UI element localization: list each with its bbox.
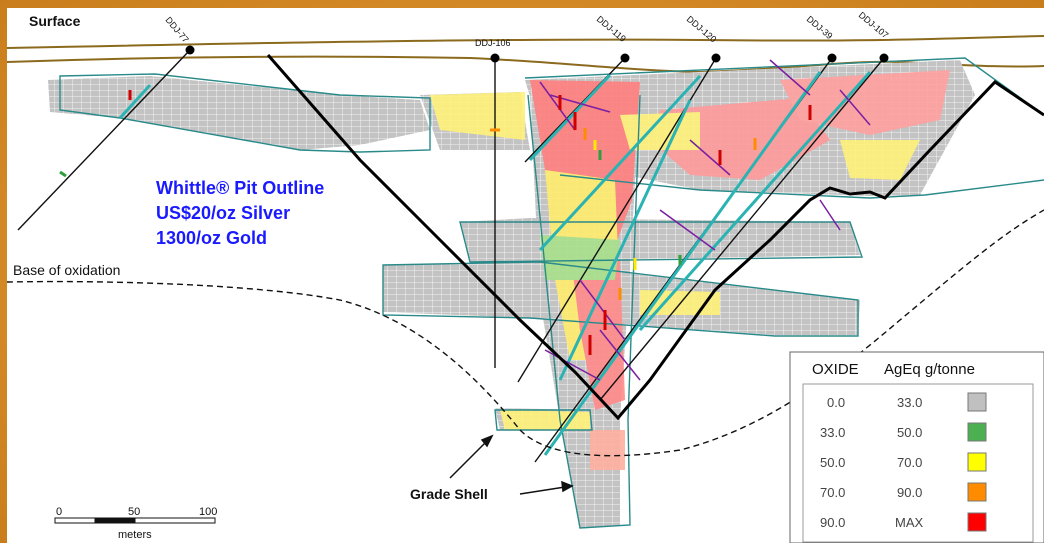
- legend-col1-title: OXIDE: [812, 361, 859, 378]
- svg-text:70.0: 70.0: [820, 485, 845, 500]
- shell-outlines: [59, 57, 1044, 529]
- hole-label-ddj-39: DDJ-39: [805, 14, 835, 41]
- whittle-pit-outline: [266, 54, 1044, 421]
- grade-shell-label: Grade Shell: [410, 486, 488, 502]
- base-of-oxidation-label: Base of oxidation: [13, 262, 120, 278]
- svg-text:33.0: 33.0: [820, 425, 845, 440]
- surface-label: Surface: [29, 13, 81, 29]
- svg-text:50.0: 50.0: [820, 455, 845, 470]
- svg-text:50.0: 50.0: [897, 425, 922, 440]
- scale-unit: meters: [118, 529, 152, 541]
- assay-bars: [59, 59, 872, 456]
- pit-title-line3: 1300/oz Gold: [156, 228, 267, 248]
- scale-bar: 0 50 100 meters: [54, 506, 217, 541]
- hole-label-ddj-107: DDJ-107: [857, 10, 891, 40]
- legend-row: 70.0 90.0: [820, 482, 987, 502]
- grade-shell-arrows: [449, 434, 574, 495]
- legend-row: 0.0 33.0: [827, 392, 987, 412]
- legend-swatch-grey: [967, 392, 987, 412]
- collar-dots: [185, 45, 889, 63]
- scale-tick-100: 100: [199, 506, 217, 518]
- legend-col2-title: AgEq g/tonne: [884, 361, 975, 378]
- legend-swatch-orange: [967, 482, 987, 502]
- svg-text:90.0: 90.0: [820, 515, 845, 530]
- svg-text:0.0: 0.0: [827, 395, 845, 410]
- legend-row: 50.0 70.0: [820, 452, 987, 472]
- legend-row: 33.0 50.0: [820, 422, 987, 442]
- section-svg: DDJ-77 DDJ-106 DDJ-119 DDJ-120 DDJ-39 DD…: [7, 10, 1044, 543]
- svg-text:MAX: MAX: [895, 515, 924, 530]
- svg-text:70.0: 70.0: [897, 455, 922, 470]
- cross-section-canvas: DDJ-77 DDJ-106 DDJ-119 DDJ-120 DDJ-39 DD…: [7, 8, 1044, 543]
- pit-title-line2: US$20/oz Silver: [156, 203, 290, 223]
- legend-swatch-red: [967, 512, 987, 532]
- scale-tick-50: 50: [128, 506, 140, 518]
- scale-tick-0: 0: [56, 506, 62, 518]
- legend: OXIDE AgEq g/tonne 0.0 33.0 33.0 50.0 50…: [789, 351, 1044, 543]
- legend-swatch-yellow: [967, 452, 987, 472]
- pit-title-line1: Whittle® Pit Outline: [156, 178, 324, 198]
- svg-text:90.0: 90.0: [897, 485, 922, 500]
- hole-label-ddj-77: DDJ-77: [163, 15, 190, 45]
- hole-label-ddj-106: DDJ-106: [475, 38, 511, 48]
- base-of-oxidation-line: [7, 209, 1044, 457]
- legend-swatch-green: [967, 422, 987, 442]
- svg-text:33.0: 33.0: [897, 395, 922, 410]
- legend-row: 90.0 MAX: [820, 512, 987, 532]
